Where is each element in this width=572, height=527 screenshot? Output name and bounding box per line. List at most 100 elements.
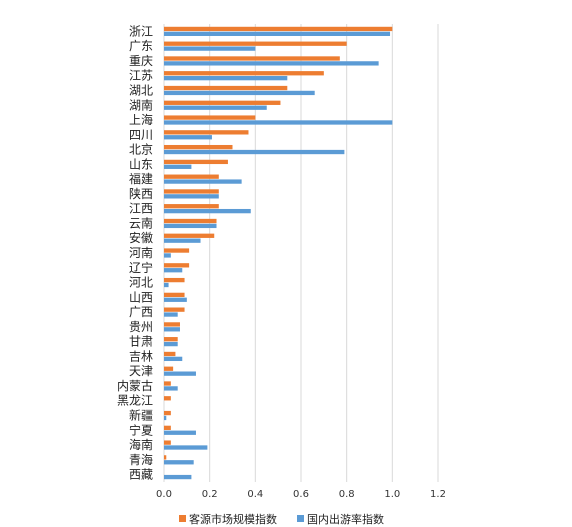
category-label-0: 浙江 — [129, 24, 153, 38]
bar-travel-rate-12 — [164, 208, 251, 214]
bar-travel-rate-8 — [164, 149, 345, 155]
bar-source-market-4 — [164, 85, 288, 91]
bar-source-market-16 — [164, 263, 190, 268]
bar-source-market-29 — [164, 455, 167, 460]
category-label-10: 福建 — [129, 171, 153, 186]
category-label-8: 北京 — [129, 143, 153, 157]
bar-source-market-7 — [164, 130, 249, 135]
category-label-30: 西藏 — [129, 468, 153, 482]
category-label-17: 河北 — [129, 276, 153, 290]
category-label-27: 宁夏 — [129, 422, 153, 437]
bars — [164, 26, 393, 480]
x-tick-label-2: 0.4 — [247, 489, 263, 500]
category-label-15: 河南 — [129, 245, 153, 260]
bar-travel-rate-16 — [164, 268, 183, 273]
category-label-4: 湖北 — [129, 82, 153, 97]
bar-travel-rate-10 — [164, 179, 242, 184]
category-label-3: 江苏 — [129, 69, 153, 83]
bar-source-market-19 — [164, 307, 185, 312]
bar-travel-rate-30 — [164, 474, 192, 480]
legend-travel-rate-label: 国内出游率指数 — [307, 512, 384, 526]
bar-source-market-24 — [164, 381, 171, 386]
category-label-25: 黑龙江 — [117, 394, 153, 408]
category-label-23: 天津 — [129, 364, 153, 378]
bar-travel-rate-4 — [164, 90, 315, 96]
legend-travel-rate-swatch — [297, 515, 304, 522]
category-label-12: 江西 — [129, 202, 153, 216]
bar-source-market-2 — [164, 56, 340, 61]
bar-travel-rate-17 — [164, 282, 169, 288]
legend: 客源市场规模指数 国内出游率指数 — [179, 512, 384, 526]
bar-source-market-14 — [164, 233, 215, 238]
category-label-21: 甘肃 — [129, 335, 153, 349]
x-tick-label-0: 0.0 — [156, 489, 172, 500]
bar-travel-rate-3 — [164, 76, 288, 81]
x-tick-label-1: 0.2 — [202, 489, 218, 500]
category-label-26: 新疆 — [129, 408, 153, 423]
bar-travel-rate-1 — [164, 46, 256, 51]
bar-travel-rate-0 — [164, 31, 391, 36]
bar-travel-rate-28 — [164, 445, 208, 450]
bar-travel-rate-6 — [164, 120, 393, 125]
category-labels: 浙江广东重庆江苏湖北湖南上海四川北京山东福建陕西江西云南安徽河南辽宁河北山西广西… — [117, 24, 153, 481]
bar-source-market-26 — [164, 410, 171, 416]
bar-travel-rate-2 — [164, 61, 379, 66]
legend-source-market-swatch — [179, 515, 186, 522]
bar-travel-rate-29 — [164, 460, 194, 465]
bar-source-market-13 — [164, 218, 217, 224]
x-tick-label-5: 1.0 — [384, 489, 400, 500]
category-label-5: 湖南 — [129, 97, 153, 112]
bar-source-market-8 — [164, 144, 233, 150]
x-tick-label-3: 0.6 — [293, 489, 309, 500]
bar-source-market-17 — [164, 277, 185, 283]
bar-source-market-28 — [164, 440, 171, 445]
bar-travel-rate-7 — [164, 135, 212, 140]
bar-source-market-21 — [164, 337, 178, 342]
category-label-18: 山西 — [129, 290, 153, 304]
x-tick-label-4: 0.8 — [339, 489, 355, 500]
bar-source-market-11 — [164, 189, 219, 194]
x-tick-labels: 0.0 0.2 0.4 0.6 0.8 1.0 1.2 — [156, 489, 446, 500]
category-label-16: 辽宁 — [129, 260, 153, 275]
bar-source-market-6 — [164, 115, 256, 120]
bar-travel-rate-22 — [164, 356, 183, 362]
category-label-20: 贵州 — [129, 320, 153, 334]
bar-source-market-0 — [164, 26, 393, 32]
category-label-14: 安徽 — [129, 230, 153, 245]
category-label-7: 四川 — [129, 128, 153, 142]
bar-travel-rate-9 — [164, 164, 192, 169]
legend-source-market-label: 客源市场规模指数 — [189, 512, 277, 526]
x-tick-label-6: 1.2 — [430, 489, 446, 500]
category-label-9: 山东 — [129, 157, 153, 171]
category-label-13: 云南 — [129, 215, 153, 230]
bar-travel-rate-13 — [164, 223, 217, 229]
category-label-24: 内蒙古 — [117, 378, 153, 393]
bar-travel-rate-14 — [164, 238, 201, 243]
category-label-1: 广东 — [129, 39, 153, 53]
bar-travel-rate-26 — [164, 415, 167, 421]
bar-source-market-25 — [164, 396, 171, 401]
category-label-28: 海南 — [129, 437, 153, 452]
category-label-29: 青海 — [129, 452, 153, 467]
category-label-22: 吉林 — [129, 349, 153, 363]
category-label-11: 陕西 — [129, 186, 153, 201]
bar-travel-rate-20 — [164, 327, 180, 332]
bar-travel-rate-5 — [164, 105, 267, 110]
bar-source-market-22 — [164, 351, 176, 357]
bar-travel-rate-15 — [164, 253, 171, 258]
bar-source-market-3 — [164, 71, 324, 76]
bar-source-market-23 — [164, 366, 174, 371]
bar-source-market-5 — [164, 100, 281, 105]
bar-travel-rate-19 — [164, 312, 178, 317]
bar-source-market-12 — [164, 204, 219, 209]
category-label-2: 重庆 — [129, 54, 153, 68]
bar-travel-rate-18 — [164, 297, 187, 302]
bar-travel-rate-27 — [164, 430, 196, 435]
category-label-19: 广西 — [129, 305, 153, 319]
bar-source-market-10 — [164, 174, 219, 179]
bar-travel-rate-21 — [164, 341, 178, 347]
bar-travel-rate-24 — [164, 386, 178, 391]
bar-travel-rate-23 — [164, 371, 196, 376]
bar-source-market-1 — [164, 41, 347, 46]
